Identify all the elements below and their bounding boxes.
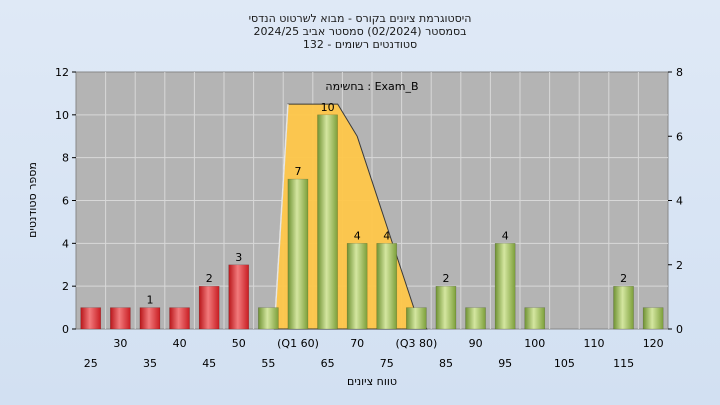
data-label-4: 2 <box>206 272 213 285</box>
y2-tick-label-0: 0 <box>676 323 683 336</box>
bar-13 <box>465 307 486 330</box>
x-tick-label-0: 25 <box>84 357 98 370</box>
x-tick-label-3: 40 <box>173 337 187 350</box>
bar-19 <box>642 307 664 330</box>
x-tick-label-6: 55 <box>261 357 275 370</box>
x-tick-label-14: 95 <box>498 357 512 370</box>
x-tick-label-1: 30 <box>113 337 127 350</box>
data-labels-group: 1 2 3 7 10 4 4 2 4 2 <box>147 101 628 307</box>
data-label-8: 10 <box>321 101 335 114</box>
bar-15 <box>524 307 546 330</box>
x-tick-label-7: (Q1 60) <box>277 337 319 350</box>
x-tick-label-5: 50 <box>232 337 246 350</box>
bar-3 <box>169 307 190 330</box>
data-label-9: 4 <box>354 229 361 242</box>
bar-6 <box>258 307 279 330</box>
data-label-7: 7 <box>295 165 302 178</box>
bar-9 <box>346 243 368 330</box>
y2-tick-label-3: 6 <box>676 130 683 143</box>
data-label-12: 2 <box>443 272 450 285</box>
bar-12 <box>435 285 457 330</box>
x-tick-label-10: 75 <box>380 357 394 370</box>
y-tick-label-0: 0 <box>62 323 69 336</box>
x-tick-label-4: 45 <box>202 357 216 370</box>
chart-title-line-3: סטודנטים רשומים - 132 <box>303 38 417 51</box>
y-tick-label-5: 10 <box>55 109 69 122</box>
bar-14 <box>494 243 516 330</box>
chart-annotation: בחשימה : Exam_B <box>325 80 418 93</box>
y-axis-right: 0 2 4 6 8 <box>668 66 683 336</box>
bar-8 <box>317 114 338 330</box>
data-label-5: 3 <box>235 251 242 264</box>
x-tick-label-16: 105 <box>554 357 575 370</box>
y-tick-label-4: 8 <box>62 152 69 165</box>
data-label-14: 4 <box>502 229 509 242</box>
bar-5 <box>228 264 250 330</box>
x-tick-label-12: 85 <box>439 357 453 370</box>
chart-title-line-2: בסמסטר (02/2024) סמסטר אביב 2024/25 <box>253 25 466 38</box>
y-tick-label-3: 6 <box>62 195 69 208</box>
x-tick-label-19: 120 <box>643 337 664 350</box>
bar-10 <box>376 243 398 330</box>
data-label-2: 1 <box>147 294 154 307</box>
bars-group <box>80 114 664 330</box>
y-tick-label-2: 4 <box>62 237 69 250</box>
x-tick-label-9: 70 <box>350 337 364 350</box>
x-axis-title: טווח ציונים <box>347 375 397 388</box>
y2-tick-label-2: 4 <box>676 195 683 208</box>
x-tick-label-15: 100 <box>524 337 545 350</box>
bar-0 <box>80 307 102 330</box>
bar-7 <box>287 178 309 330</box>
distribution-area-edge <box>273 104 289 330</box>
x-tick-label-13: 90 <box>469 337 483 350</box>
x-tick-label-8: 65 <box>321 357 335 370</box>
x-tick-label-18: 115 <box>613 357 634 370</box>
y-axis-title: מספר סטודנטים <box>26 162 39 238</box>
data-label-18: 2 <box>620 272 627 285</box>
bar-1 <box>110 307 131 330</box>
bar-4 <box>198 285 220 330</box>
bar-2 <box>139 307 161 330</box>
bar-18 <box>613 285 634 330</box>
y-axis-left: 0 2 4 6 8 10 12 <box>55 66 76 336</box>
x-tick-label-11: (Q3 80) <box>396 337 438 350</box>
y2-tick-label-4: 8 <box>676 66 683 79</box>
x-axis: 25 30 35 40 45 50 55(Q1 60)65 70 75(Q3 80)85 90 95… <box>84 337 664 370</box>
y-tick-label-6: 12 <box>55 66 69 79</box>
data-label-10: 4 <box>383 229 390 242</box>
y-tick-label-1: 2 <box>62 280 69 293</box>
y2-tick-label-1: 2 <box>676 259 683 272</box>
bar-11 <box>406 307 427 330</box>
x-tick-label-2: 35 <box>143 357 157 370</box>
chart-title-line-1: היסטוגרמת ציונים בקורס - מבוא לשרטוט הנד… <box>249 12 472 25</box>
x-tick-label-17: 110 <box>584 337 605 350</box>
